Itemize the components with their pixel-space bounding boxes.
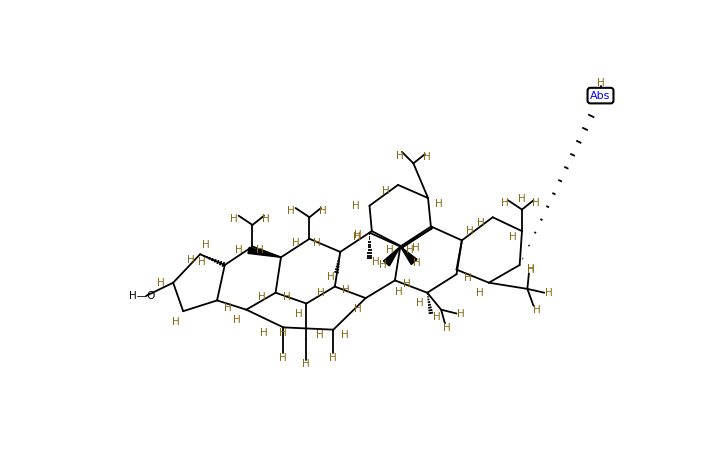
Text: H: H	[403, 279, 411, 289]
Text: H: H	[353, 232, 361, 242]
Text: H: H	[295, 309, 303, 319]
Text: H: H	[258, 292, 266, 301]
Text: H: H	[354, 304, 362, 314]
Text: H: H	[283, 292, 291, 301]
Text: H: H	[233, 315, 241, 325]
Text: H: H	[533, 306, 541, 315]
Text: H: H	[279, 353, 287, 363]
Text: H: H	[382, 186, 390, 196]
Text: Abs: Abs	[590, 91, 611, 100]
Text: H: H	[198, 257, 206, 267]
Text: H—O: H—O	[130, 291, 156, 301]
Text: H: H	[518, 194, 526, 204]
Text: H: H	[466, 226, 473, 236]
Text: H: H	[433, 313, 440, 322]
Text: H: H	[405, 245, 413, 256]
Text: H: H	[352, 200, 360, 211]
Text: H: H	[424, 152, 431, 162]
Text: H: H	[256, 245, 264, 256]
Text: H: H	[526, 264, 534, 274]
Text: H: H	[354, 230, 362, 240]
Text: H: H	[327, 272, 335, 282]
Polygon shape	[384, 246, 400, 266]
Polygon shape	[248, 247, 281, 257]
Text: H: H	[379, 260, 387, 270]
Text: H: H	[260, 328, 268, 338]
Text: H: H	[458, 308, 465, 319]
Text: H: H	[287, 206, 295, 216]
Text: H: H	[372, 257, 379, 267]
Text: H: H	[172, 317, 180, 327]
Text: H: H	[329, 353, 337, 363]
Text: H: H	[527, 265, 535, 275]
Text: H: H	[157, 278, 165, 288]
Text: H: H	[341, 330, 349, 340]
Text: H: H	[464, 273, 472, 283]
Text: H: H	[292, 238, 300, 248]
Text: H: H	[395, 287, 403, 297]
Text: H: H	[501, 199, 509, 208]
Text: H: H	[597, 78, 605, 88]
Text: H: H	[476, 288, 484, 299]
Text: H: H	[263, 214, 270, 224]
Text: H: H	[230, 214, 238, 224]
Text: H: H	[316, 330, 324, 340]
Text: H: H	[532, 199, 539, 208]
Text: H: H	[412, 243, 420, 253]
Text: H: H	[395, 150, 403, 161]
Text: H: H	[476, 219, 484, 228]
Text: H: H	[235, 245, 243, 256]
Text: H: H	[443, 323, 451, 333]
Text: H: H	[313, 238, 321, 248]
Text: H: H	[342, 285, 350, 295]
Text: H: H	[303, 358, 311, 369]
Text: H: H	[509, 232, 517, 242]
Text: H: H	[416, 299, 424, 308]
Text: H: H	[435, 199, 442, 209]
Text: H: H	[279, 328, 287, 338]
Text: H: H	[319, 206, 327, 216]
Text: H: H	[187, 256, 195, 265]
Text: H: H	[386, 245, 393, 256]
Text: H: H	[224, 303, 232, 313]
Text: H: H	[317, 288, 325, 298]
Text: H: H	[545, 288, 553, 298]
Text: H: H	[203, 240, 210, 250]
Text: H: H	[413, 258, 421, 269]
Polygon shape	[400, 246, 417, 264]
